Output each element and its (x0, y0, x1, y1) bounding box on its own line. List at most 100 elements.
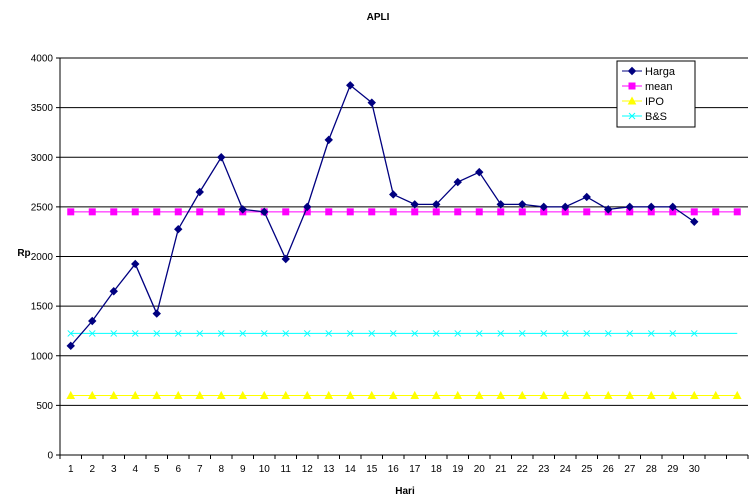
data-point (130, 390, 140, 399)
y-tick-label: 1500 (31, 302, 54, 313)
legend-item: B&S (622, 111, 667, 123)
data-point (302, 390, 312, 399)
x-tick-labels: 1 2 3 4 5 6 7 8 9 10 11 12 13 14 15 16 17 18 19 20 21 22 23 24 2… (59, 455, 749, 475)
data-point (712, 208, 720, 216)
y-tick-label: 2000 (31, 252, 54, 263)
data-point (432, 208, 440, 216)
data-point (324, 135, 333, 145)
data-point (411, 208, 419, 216)
data-point (497, 330, 505, 337)
data-point (196, 330, 204, 337)
data-point (66, 341, 75, 351)
series-harga (66, 81, 699, 351)
data-point (346, 81, 355, 90)
data-point-stroke (282, 330, 290, 337)
data-point (259, 390, 269, 399)
data-point-stroke (497, 330, 505, 337)
data-point-stroke (174, 330, 182, 337)
data-point-stroke (561, 330, 569, 337)
data-point (260, 330, 268, 337)
data-point-stroke (454, 330, 462, 337)
data-point (346, 208, 354, 216)
data-point (603, 390, 613, 399)
series-mean (67, 208, 741, 216)
y-axis-label: Rp (17, 248, 30, 259)
data-point-stroke (217, 330, 225, 337)
data-point (453, 390, 463, 399)
data-point (174, 330, 182, 337)
x-tick-label: 7 (197, 464, 203, 475)
data-point (668, 202, 677, 212)
legend-label: Harga (645, 66, 676, 78)
x-tick-label: 10 (259, 464, 271, 475)
data-point-stroke (239, 330, 247, 337)
y-tick-label: 3000 (31, 153, 54, 164)
data-point (560, 390, 570, 399)
data-point (389, 330, 397, 337)
x-tick-label: 11 (281, 464, 292, 475)
data-point (518, 200, 527, 209)
legend-label: mean (645, 81, 673, 93)
x-tick-label: 12 (302, 464, 314, 475)
series-b-s (67, 330, 738, 337)
legend-item: IPO (622, 96, 664, 108)
data-point (431, 390, 441, 399)
data-point (689, 390, 699, 399)
data-point (303, 202, 312, 212)
data-point-stroke (303, 330, 311, 337)
data-point (540, 330, 548, 337)
x-tick-label: 16 (388, 464, 400, 475)
data-point (131, 208, 139, 216)
data-point-stroke (432, 330, 440, 337)
data-point (582, 390, 592, 399)
data-point (325, 330, 333, 337)
data-point (87, 390, 97, 399)
data-point (474, 390, 484, 399)
data-point-stroke (540, 330, 548, 337)
data-point (216, 390, 226, 399)
data-point (217, 330, 225, 337)
data-point (88, 208, 96, 216)
data-point (539, 202, 548, 212)
data-point (690, 208, 698, 216)
y-tick-label: 3500 (31, 103, 54, 114)
chart-title: APLI (367, 12, 390, 23)
data-point (517, 390, 527, 399)
data-point-stroke (260, 330, 268, 337)
data-point (690, 217, 699, 226)
data-point (496, 390, 506, 399)
data-point (368, 208, 376, 216)
y-tick-label: 0 (47, 451, 53, 462)
x-tick-label: 15 (366, 464, 378, 475)
y-tick-labels: 0 500 1000 1500 2000 2500 3000 3500 4000 (31, 54, 54, 462)
data-point (604, 330, 612, 337)
data-point-stroke (669, 330, 677, 337)
data-point (238, 205, 247, 214)
data-point (282, 330, 290, 337)
data-point (109, 390, 119, 399)
x-tick-label: 14 (345, 464, 357, 475)
x-tick-label: 21 (495, 464, 507, 475)
series-line (70, 84, 695, 347)
data-point-stroke (131, 330, 139, 337)
data-point (669, 330, 677, 337)
legend-item: Harga (622, 66, 676, 78)
x-tick-label: 23 (538, 464, 550, 475)
data-point (110, 208, 118, 216)
x-tick-label: 25 (581, 464, 593, 475)
data-point-stroke (647, 330, 655, 337)
data-point (131, 259, 140, 269)
data-point (496, 200, 505, 209)
data-point (668, 390, 678, 399)
data-point (217, 208, 225, 216)
data-point (625, 390, 635, 399)
data-point (195, 187, 204, 197)
x-tick-label: 5 (154, 464, 160, 475)
legend-label: B&S (645, 111, 667, 123)
data-point (281, 390, 291, 399)
data-point (583, 208, 591, 216)
series-ipo (66, 390, 742, 399)
data-point (732, 390, 742, 399)
data-point-stroke (628, 112, 636, 120)
data-point (410, 390, 420, 399)
